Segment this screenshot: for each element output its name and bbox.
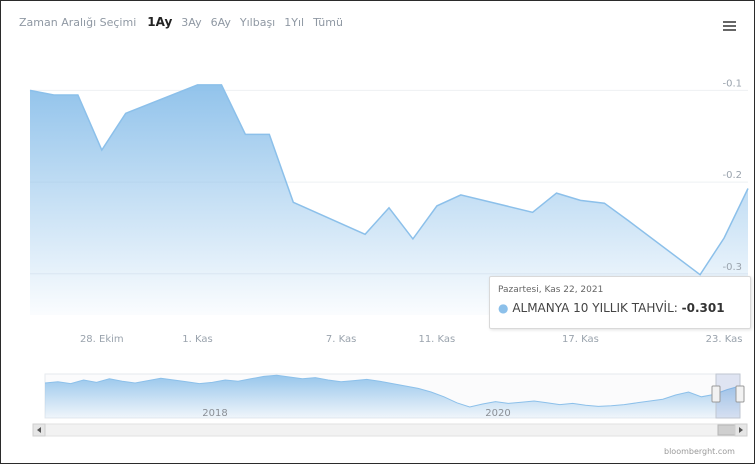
scrollbar-right-arrow-icon — [739, 427, 743, 433]
range-selector-label: Zaman Aralığı Seçimi — [19, 16, 137, 29]
data-point-5 — [124, 112, 127, 115]
tooltip-value: -0.301 — [681, 301, 725, 315]
scrollbar-thumb[interactable] — [717, 424, 737, 436]
series-marker-icon: ● — [498, 301, 509, 315]
data-point-10 — [292, 201, 295, 204]
data-point-2 — [52, 93, 55, 96]
range-button-3ay[interactable]: 3Ay — [181, 16, 202, 29]
x-tick-label-4: 11. Kas — [418, 334, 455, 345]
data-point-1 — [28, 89, 31, 92]
tooltip-date: Pazartesi, Kas 22, 2021 — [498, 285, 604, 295]
navigator-area — [45, 375, 740, 418]
data-point-15 — [459, 193, 462, 196]
x-tick-label-1: 28. Ekim — [80, 334, 124, 345]
data-point-12 — [387, 206, 390, 209]
navigator-year-label-1: 2018 — [202, 408, 227, 419]
tooltip-row: ● ALMANYA 10 YILLIK TAHVİL: -0.301 — [498, 301, 725, 315]
range-button-1ay[interactable]: 1Ay — [147, 15, 173, 29]
y-tick-label-1: -0.1 — [722, 78, 742, 89]
range-button-yilbasi[interactable]: Yılbaşı — [239, 16, 276, 29]
credit-link[interactable]: bloomberght.com — [664, 447, 735, 456]
series-line — [29, 84, 749, 276]
scrollbar-left-arrow-icon — [37, 427, 41, 433]
data-point-14 — [435, 204, 438, 207]
data-point-9 — [268, 133, 271, 136]
chart-tooltip: Pazartesi, Kas 22, 2021 ● ALMANYA 10 YIL… — [489, 276, 751, 329]
data-point-7 — [220, 83, 223, 86]
range-button-1yil[interactable]: 1Yıl — [284, 16, 305, 29]
data-point-23 — [746, 187, 749, 190]
data-point-16 — [531, 211, 534, 214]
range-button-6ay[interactable]: 6Ay — [210, 16, 231, 29]
navigator-year-label-2: 2020 — [485, 408, 510, 419]
data-point-6 — [196, 83, 199, 86]
x-tick-label-5: 17. Kas — [562, 334, 599, 345]
x-tick-label-6: 23. Kas — [706, 334, 743, 345]
y-tick-label-3: -0.3 — [722, 262, 742, 273]
data-point-11 — [364, 233, 367, 236]
data-point-4 — [100, 148, 103, 151]
tooltip-series-name: ALMANYA 10 YILLIK TAHVİL — [512, 301, 674, 315]
range-button-tumu[interactable]: Tümü — [313, 16, 343, 29]
range-selector: Zaman Aralığı Seçimi 1Ay 3Ay 6Ay Yılbaşı… — [19, 15, 343, 29]
data-point-20 — [627, 219, 630, 222]
data-point-8 — [244, 133, 247, 136]
navigator-line — [44, 374, 741, 408]
x-tick-label-3: 7. Kas — [326, 334, 356, 345]
navigator-left-handle[interactable] — [711, 385, 721, 403]
data-point-18 — [579, 199, 582, 202]
navigator-right-handle[interactable] — [735, 385, 745, 403]
data-point-17 — [555, 192, 558, 195]
data-point-3 — [76, 93, 79, 96]
x-tick-label-2: 1. Kas — [182, 334, 212, 345]
data-point-13 — [411, 237, 414, 240]
hamburger-menu-icon[interactable] — [723, 21, 736, 32]
data-point-22 — [723, 236, 726, 239]
y-tick-label-2: -0.2 — [722, 170, 742, 181]
scrollbar-track[interactable] — [32, 423, 748, 437]
data-point-19 — [603, 202, 606, 205]
series-area — [30, 84, 748, 316]
